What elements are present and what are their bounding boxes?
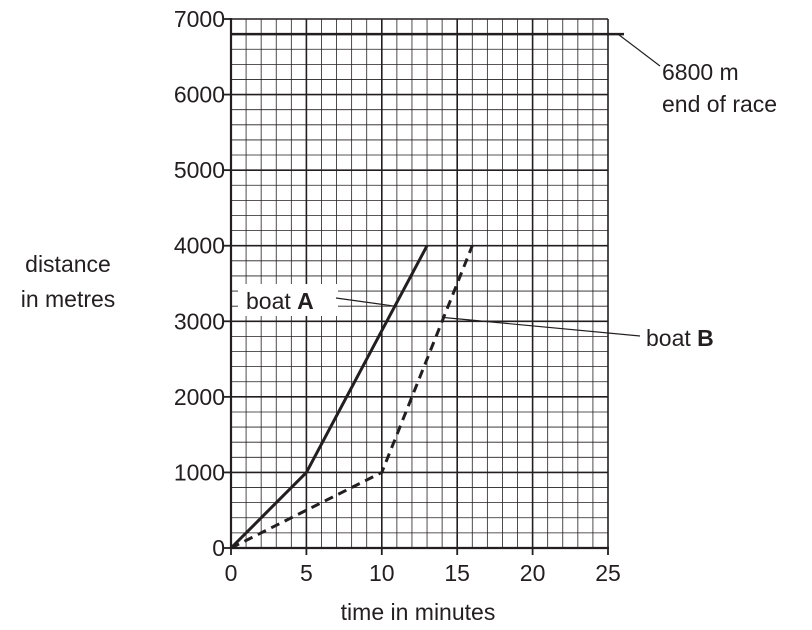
boat-b-leader bbox=[443, 316, 641, 337]
grid bbox=[230, 18, 609, 549]
x-tick-label: 25 bbox=[595, 560, 621, 586]
labels: distance in metres time in minutes 6800 … bbox=[21, 59, 777, 625]
reference-label-leader bbox=[617, 33, 661, 67]
x-tick-label: 15 bbox=[444, 560, 470, 586]
boat-a-leader bbox=[335, 297, 395, 307]
axes: 0 1000 2000 3000 4000 5000 6000 7000 0 5 10 15 20 25 bbox=[174, 6, 621, 586]
y-tick-label: 4000 bbox=[174, 233, 225, 259]
y-tick-label: 7000 bbox=[174, 6, 225, 32]
x-tick-label: 0 bbox=[225, 560, 238, 586]
y-tick-label: 5000 bbox=[174, 157, 225, 183]
y-tick-label: 2000 bbox=[174, 384, 225, 410]
series-line-boat-a bbox=[229, 245, 429, 550]
boat-a-label-box bbox=[238, 284, 338, 316]
y-tick-label: 3000 bbox=[174, 308, 225, 334]
y-axis-title-line2: in metres bbox=[21, 286, 116, 312]
x-tick-label: 20 bbox=[520, 560, 546, 586]
series bbox=[229, 245, 474, 550]
x-axis-title: time in minutes bbox=[341, 599, 496, 625]
reference-label-line2: end of race bbox=[662, 91, 777, 117]
y-tick-label: 1000 bbox=[174, 459, 225, 485]
y-tick-label: 6000 bbox=[174, 82, 225, 108]
reference-label-line1: 6800 m bbox=[662, 59, 739, 85]
series-line-boat-b bbox=[230, 245, 474, 550]
boat-a-label: boat A bbox=[246, 288, 314, 314]
y-axis-title-line1: distance bbox=[25, 251, 111, 277]
x-tick-label: 5 bbox=[300, 560, 313, 586]
end-of-race-reference bbox=[231, 32, 661, 67]
y-tick-label: 0 bbox=[212, 535, 225, 561]
x-tick-label: 10 bbox=[369, 560, 395, 586]
series-annotations: boat A boat B bbox=[238, 284, 714, 351]
boat-b-label: boat B bbox=[646, 325, 714, 351]
